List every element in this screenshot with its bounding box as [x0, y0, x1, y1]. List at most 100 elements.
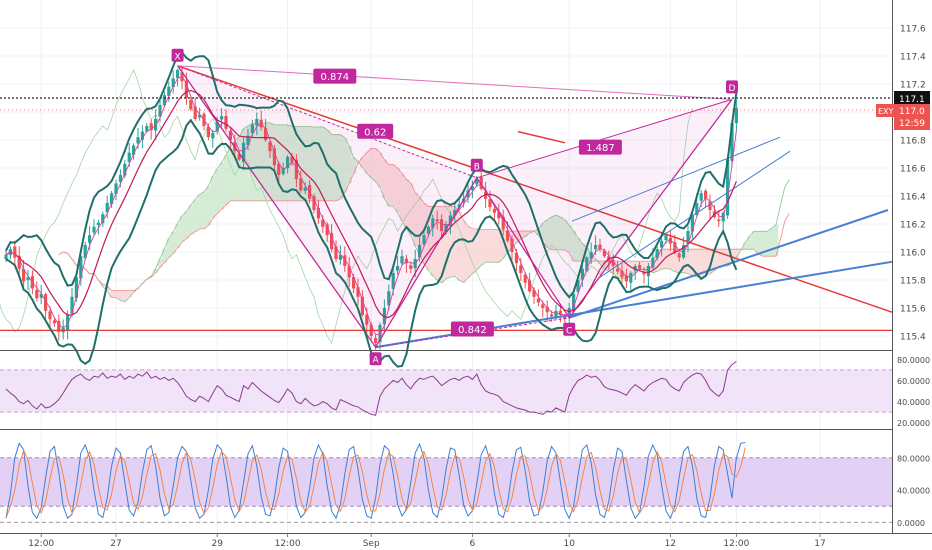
candle[interactable] — [598, 238, 602, 252]
candle[interactable] — [39, 284, 43, 305]
candle[interactable] — [431, 214, 435, 237]
candle[interactable] — [26, 269, 30, 290]
candle[interactable] — [338, 245, 342, 265]
pattern-point-b[interactable]: B — [470, 158, 483, 173]
stoch-d-line[interactable] — [5, 447, 746, 519]
candle[interactable] — [299, 170, 303, 193]
candle[interactable] — [523, 272, 527, 289]
candle[interactable] — [268, 140, 272, 158]
candle[interactable] — [620, 262, 624, 286]
ratio-label[interactable]: 1.487 — [578, 139, 622, 155]
candle[interactable] — [677, 251, 681, 262]
candle[interactable] — [48, 306, 52, 328]
candle[interactable] — [228, 129, 232, 147]
candle[interactable] — [312, 193, 316, 214]
candle[interactable] — [132, 143, 136, 160]
candle[interactable] — [294, 154, 298, 188]
candle[interactable] — [686, 225, 690, 253]
candle[interactable] — [44, 292, 48, 321]
channel-line-2[interactable] — [599, 150, 791, 278]
candle[interactable] — [105, 195, 109, 219]
candle[interactable] — [347, 257, 351, 287]
rising-trendline-2[interactable] — [568, 209, 889, 319]
candle[interactable] — [708, 194, 712, 220]
candle[interactable] — [629, 271, 633, 292]
candle[interactable] — [57, 314, 61, 341]
candle[interactable] — [83, 241, 87, 261]
candle[interactable] — [510, 235, 514, 261]
candle[interactable] — [255, 112, 259, 136]
candle[interactable] — [171, 70, 175, 94]
candle[interactable] — [17, 246, 21, 276]
candle[interactable] — [52, 317, 56, 328]
candle[interactable] — [162, 91, 166, 108]
candle[interactable] — [22, 260, 26, 291]
pattern-point-d[interactable]: D — [726, 80, 738, 94]
ratio-label[interactable]: 0.842 — [450, 321, 494, 337]
candle[interactable] — [272, 144, 276, 172]
candle[interactable] — [242, 137, 246, 171]
candle[interactable] — [360, 290, 364, 317]
candle[interactable] — [140, 125, 144, 149]
pattern-point-c[interactable]: C — [563, 322, 576, 337]
candle[interactable] — [453, 202, 457, 222]
channel-line-1[interactable] — [571, 136, 781, 222]
candle[interactable] — [316, 199, 320, 224]
candle[interactable] — [334, 240, 338, 262]
ratio-label[interactable]: 0.62 — [357, 123, 394, 139]
candle[interactable] — [13, 240, 17, 265]
candle[interactable] — [541, 300, 545, 318]
candle[interactable] — [176, 68, 180, 87]
candle[interactable] — [492, 205, 496, 221]
candle[interactable] — [277, 161, 281, 185]
candle[interactable] — [479, 170, 483, 191]
candle[interactable] — [624, 268, 628, 289]
candle[interactable] — [400, 249, 404, 266]
candle[interactable] — [616, 260, 620, 275]
candle[interactable] — [101, 211, 105, 227]
candle[interactable] — [646, 263, 650, 286]
ratio-label[interactable]: 0.874 — [313, 68, 357, 84]
price-axis-area[interactable] — [893, 0, 932, 533]
candle[interactable] — [497, 203, 501, 225]
pattern-point-x[interactable]: X — [171, 48, 184, 63]
short-red-segment[interactable] — [517, 130, 566, 144]
candle[interactable] — [189, 96, 193, 111]
candle[interactable] — [378, 322, 382, 350]
candle[interactable] — [717, 210, 721, 227]
candle[interactable] — [404, 254, 408, 273]
candle[interactable] — [673, 234, 677, 255]
candle[interactable] — [286, 155, 290, 174]
candle[interactable] — [96, 219, 100, 235]
candle[interactable] — [567, 302, 571, 323]
candle[interactable] — [633, 264, 637, 280]
candle[interactable] — [668, 230, 672, 251]
price-pane[interactable] — [0, 0, 892, 350]
candle[interactable] — [325, 222, 329, 242]
candle[interactable] — [470, 180, 474, 199]
candle[interactable] — [92, 219, 96, 236]
candle[interactable] — [734, 99, 738, 132]
candle[interactable] — [110, 190, 114, 208]
pattern-point-a[interactable]: A — [369, 352, 382, 366]
svg-text:117.1: 117.1 — [899, 95, 925, 105]
candle[interactable] — [536, 289, 540, 307]
candle[interactable] — [396, 256, 400, 275]
candle[interactable] — [35, 281, 39, 302]
candle[interactable] — [501, 209, 505, 236]
candle[interactable] — [79, 253, 83, 286]
candle[interactable] — [589, 242, 593, 265]
resistance-trendline[interactable] — [177, 65, 893, 313]
candle[interactable] — [114, 179, 118, 201]
rsi-line[interactable] — [5, 360, 737, 416]
stoch-k-line[interactable] — [5, 442, 746, 520]
candle[interactable] — [409, 261, 413, 274]
candle[interactable] — [356, 278, 360, 306]
cloud-segment — [342, 137, 348, 193]
cloud-segment — [316, 127, 321, 201]
candle[interactable] — [435, 210, 439, 230]
candle[interactable] — [303, 182, 307, 195]
candle[interactable] — [211, 129, 215, 148]
candle[interactable] — [440, 214, 444, 237]
